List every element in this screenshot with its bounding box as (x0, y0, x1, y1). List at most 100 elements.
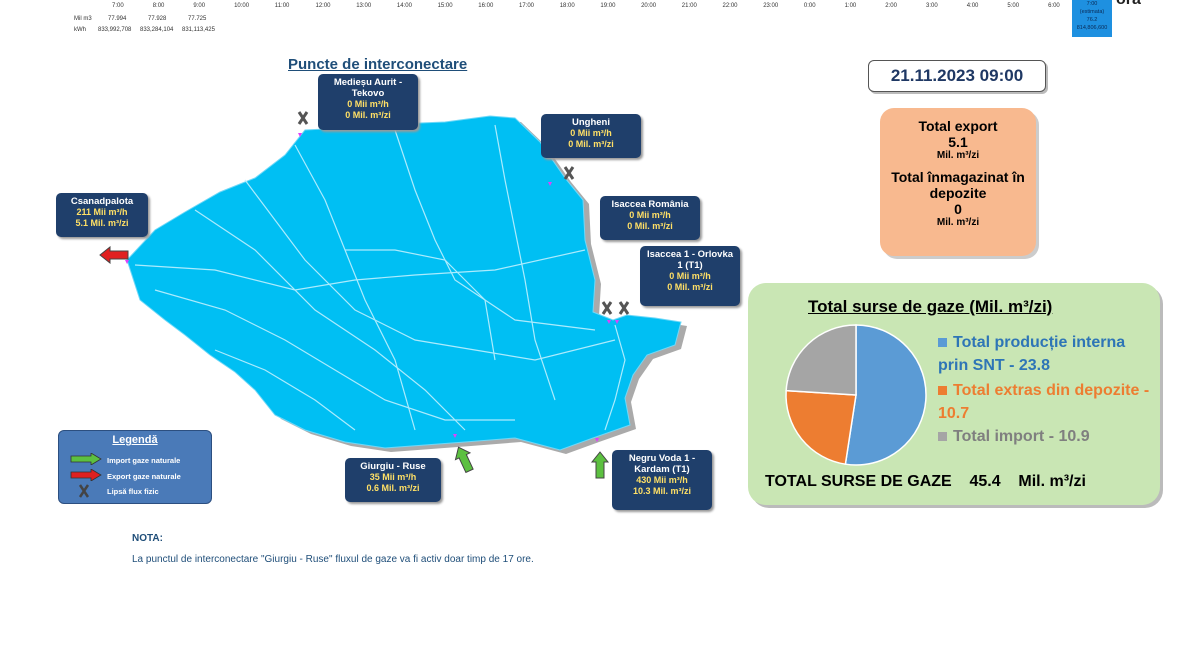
total-label: TOTAL SURSE DE GAZE (765, 473, 952, 490)
row2-value: 833,284,104 (140, 27, 174, 33)
legend-label: Total producție interna prin SNT - 23.8 (938, 334, 1126, 374)
no-flow-icon (297, 111, 309, 125)
interconnection-markers (125, 133, 619, 442)
no-flow-icon (618, 301, 630, 315)
legend-item-storage: Total extras din depozite - 10.7 (938, 379, 1153, 425)
hour-label: 16:00 (478, 3, 494, 9)
hour-label: 8:00 (152, 3, 165, 9)
legend-item-import: Total import - 10.9 (938, 425, 1153, 448)
hour-label: 9:00 (193, 3, 206, 9)
hour-label: 13:00 (356, 3, 372, 9)
callout-isaccea-romania: Isaccea România 0 Mii m³/h 0 Mil. m³/zi (600, 196, 700, 240)
sources-pie-chart (785, 324, 927, 466)
pie-slice-import (785, 324, 857, 396)
hour-label: 4:00 (966, 3, 979, 9)
flow-daily: 0 Mil. m³/zi (568, 139, 614, 149)
no-flow-icon (563, 166, 575, 180)
est-label: (estimata) (1079, 9, 1105, 15)
flow-hourly: 0 Mii m³/h (669, 271, 711, 281)
hour-label: 3:00 (926, 3, 938, 9)
callout-negru-voda: Negru Voda 1 - Kardam (T1) 430 Mii m³/h … (612, 450, 712, 510)
export-label: Total export (918, 118, 998, 134)
hour-label: 5:00 (1007, 3, 1020, 9)
hour-label: 22:00 (722, 3, 738, 9)
hour-label: 21:00 (681, 3, 697, 9)
callout-ungheni: Ungheni 0 Mii m³/h 0 Mil. m³/zi (541, 114, 641, 158)
callout-csanadpalota: Csanadpalota 211 Mii m³/h 5.1 Mil. m³/zi (56, 193, 148, 237)
hour-label: 6:00 (1048, 3, 1060, 9)
est-value: 76.2 (1086, 17, 1098, 23)
hour-label: 17:00 (519, 3, 535, 9)
callout-isaccea-orlovka: Isaccea 1 - Orlovka 1 (T1) 0 Mii m³/h 0 … (640, 246, 740, 306)
point-name: Isaccea 1 - Orlovka 1 (T1) (646, 249, 734, 271)
hour-label: 18:00 (559, 3, 575, 9)
ora-label: ora (1116, 0, 1141, 9)
storage-value: 0 (954, 201, 962, 217)
map-title: Puncte de interconectare (288, 56, 468, 73)
legend-noflow-label: Lipsă flux fizic (107, 487, 159, 496)
row2-value: 831,113,425 (182, 27, 215, 33)
flow-hourly: 0 Mii m³/h (629, 210, 671, 220)
hour-label: 1:00 (844, 3, 857, 9)
total-unit: Mil. m³/zi (1018, 473, 1086, 490)
legend-label: Total extras din depozite - 10.7 (938, 382, 1150, 422)
total-sources-line: TOTAL SURSE DE GAZE 45.4 Mil. m³/zi (765, 473, 1086, 491)
legend-item-production: Total producție interna prin SNT - 23.8 (938, 331, 1153, 377)
legend-box: Legendă Import gaze naturale Export gaze… (58, 430, 212, 504)
legend-import-label: Import gaze naturale (107, 456, 181, 465)
pipeline-network (134, 124, 626, 431)
storage-unit: Mil. m³/zi (936, 217, 980, 228)
hour-label: 11:00 (274, 3, 290, 9)
romania-map (125, 115, 687, 454)
export-arrow-icon (70, 469, 102, 481)
hour-label: 14:00 (396, 3, 412, 9)
flow-hourly: 211 Mii m³/h (76, 207, 128, 217)
legend-export-label: Export gaze naturale (107, 472, 181, 481)
flow-daily: 5.1 Mil. m³/zi (75, 218, 129, 228)
no-flow-icon (601, 301, 613, 315)
hour-label: 19:00 (600, 3, 616, 9)
export-unit: Mil. m³/zi (936, 150, 980, 161)
hour-label: 20:00 (641, 3, 657, 9)
hourly-strip: 7:00 8:00 9:00 10:00 11:00 12:00 13:00 14:00 15:… (0, 0, 1186, 40)
row1-value: 77.994 (108, 16, 127, 22)
storage-label: Total înmagazinat în depozite (891, 169, 1025, 201)
legend-swatch (938, 386, 947, 396)
flow-hourly: 0 Mii m³/h (347, 99, 389, 109)
point-name: Isaccea România (611, 199, 689, 210)
flow-daily: 0.6 Mil. m³/zi (366, 483, 420, 493)
import-arrow-icon (454, 446, 474, 474)
hour-label: 0:00 (803, 3, 816, 9)
pie-slice-storage (785, 389, 857, 466)
legend-label: Total import - 10.9 (953, 428, 1090, 445)
point-name: Medieșu Aurit - Tekovo (333, 77, 403, 99)
point-name: Giurgiu - Ruse (360, 461, 426, 472)
hour-label: 10:00 (234, 3, 250, 9)
export-arrow-icon (99, 246, 129, 264)
flow-daily: 10.3 Mil. m³/zi (632, 486, 692, 496)
export-value: 5.1 (948, 134, 968, 150)
point-name: Ungheni (572, 117, 610, 128)
hour-label: 15:00 (437, 3, 453, 9)
flow-daily: 0 Mil. m³/zi (345, 110, 391, 120)
hour-label: 2:00 (885, 3, 897, 9)
nota-text: La punctul de interconectare "Giurgiu - … (132, 554, 534, 565)
no-flow-icon (78, 484, 90, 498)
total-value: 45.4 (969, 473, 1001, 490)
row1-value: 77.928 (148, 16, 167, 22)
date-time-box: 21.11.2023 09:00 (868, 60, 1046, 92)
est-hour: 7:00 (1086, 1, 1098, 7)
callout-medieseu: Medieșu Aurit - Tekovo 0 Mii m³/h 0 Mil.… (318, 74, 418, 130)
export-panel: Total export 5.1 Mil. m³/zi Total înmaga… (880, 108, 1036, 256)
row-label-kwh: kWh (74, 27, 86, 33)
legend-title: Legendă (112, 434, 158, 446)
flow-hourly: 430 Mii m³/h (636, 475, 688, 485)
row1-value: 77.725 (188, 16, 207, 22)
flow-daily: 0 Mil. m³/zi (627, 221, 673, 231)
row-label-mil: Mil m3 (74, 16, 92, 22)
point-name: Csanadpalota (70, 196, 134, 207)
nota-title: NOTA: (132, 533, 163, 544)
legend-swatch (938, 338, 947, 348)
pie-slice-production (844, 324, 927, 466)
callout-giurgiu: Giurgiu - Ruse 35 Mii m³/h 0.6 Mil. m³/z… (345, 458, 441, 502)
